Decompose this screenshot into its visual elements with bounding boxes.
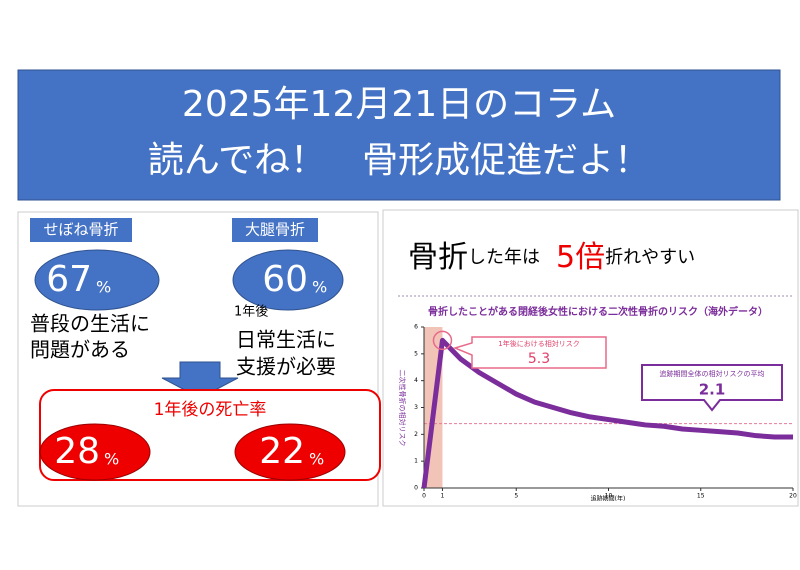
- stat-ellipse: [34, 249, 160, 311]
- x-tick-label: 15: [697, 493, 705, 500]
- peak-highlight: [432, 330, 453, 351]
- y-tick-label: 5: [414, 350, 418, 357]
- y-tick-label: 1: [414, 458, 418, 465]
- stat-unit: %: [309, 450, 324, 469]
- stat-ellipse: [232, 249, 344, 311]
- down-arrow: [161, 361, 239, 399]
- label-box: [232, 218, 318, 242]
- stat-unit: %: [312, 278, 327, 297]
- chart: 骨折した年は 5倍折れやすい 骨折したことがある閉経後女性における二次性骨折のリス…: [382, 209, 799, 507]
- label-box: [30, 218, 132, 242]
- stat-number: 22: [259, 431, 305, 472]
- stat-unit: %: [104, 450, 119, 469]
- y-tick-label: 0: [414, 485, 418, 492]
- caption: 問題がある: [30, 338, 130, 362]
- stat-number: 67: [46, 259, 92, 300]
- y-tick-label: 3: [414, 404, 418, 411]
- y-tick-label: 4: [414, 377, 418, 384]
- stat-ellipse: [234, 423, 346, 481]
- chart-title: 骨折した年は 5倍折れやすい: [408, 240, 695, 275]
- caption: 支援が必要: [236, 355, 336, 379]
- title-part: した年は: [468, 247, 540, 268]
- callout: [452, 336, 607, 369]
- mortality-title: 1年後の死亡率: [154, 400, 267, 420]
- x-tick-label: 20: [789, 493, 797, 500]
- title-part: 骨折: [408, 240, 468, 275]
- y-tick-label: 2: [414, 431, 418, 438]
- annotation: 追跡期間全体の相対リスクの平均: [660, 369, 765, 378]
- stat-number: 60: [262, 259, 308, 300]
- annotation: 1年後における相対リスク: [498, 339, 579, 348]
- x-tick-label: 10: [605, 493, 613, 500]
- title-part: 5倍: [556, 240, 605, 275]
- stat-number: 28: [54, 431, 100, 472]
- annotation-value: 2.1: [699, 381, 726, 399]
- x-tick-label: 1: [441, 493, 445, 500]
- header-box: [17, 69, 781, 201]
- header-line: 2025年12月21日のコラム: [182, 84, 616, 125]
- callout: [641, 364, 783, 412]
- note: 1年後: [234, 305, 268, 320]
- y-tick-label: 6: [414, 324, 418, 331]
- x-tick-label: 5: [514, 493, 518, 500]
- x-tick-label: 0: [422, 493, 426, 500]
- chart-subtitle: 骨折したことがある閉経後女性における二次性骨折のリスク（海外データ）: [428, 305, 768, 318]
- label: せぼね骨折: [43, 221, 118, 239]
- header-line: 読んでね！ 骨形成促進だよ！: [148, 140, 650, 181]
- stat-ellipse: [39, 423, 151, 481]
- annotation-value: 5.3: [528, 351, 550, 367]
- x-axis-label: 追跡期間(年): [591, 495, 626, 503]
- series-line: [421, 337, 793, 489]
- y-axis-label: 二次性骨折の相対リスク: [398, 370, 407, 447]
- label: 大腿骨折: [245, 221, 305, 239]
- caption: 日常生活に: [236, 328, 336, 352]
- title-part: 折れやすい: [605, 247, 695, 268]
- caption: 普段の生活に: [30, 312, 150, 336]
- stat-unit: %: [96, 278, 111, 297]
